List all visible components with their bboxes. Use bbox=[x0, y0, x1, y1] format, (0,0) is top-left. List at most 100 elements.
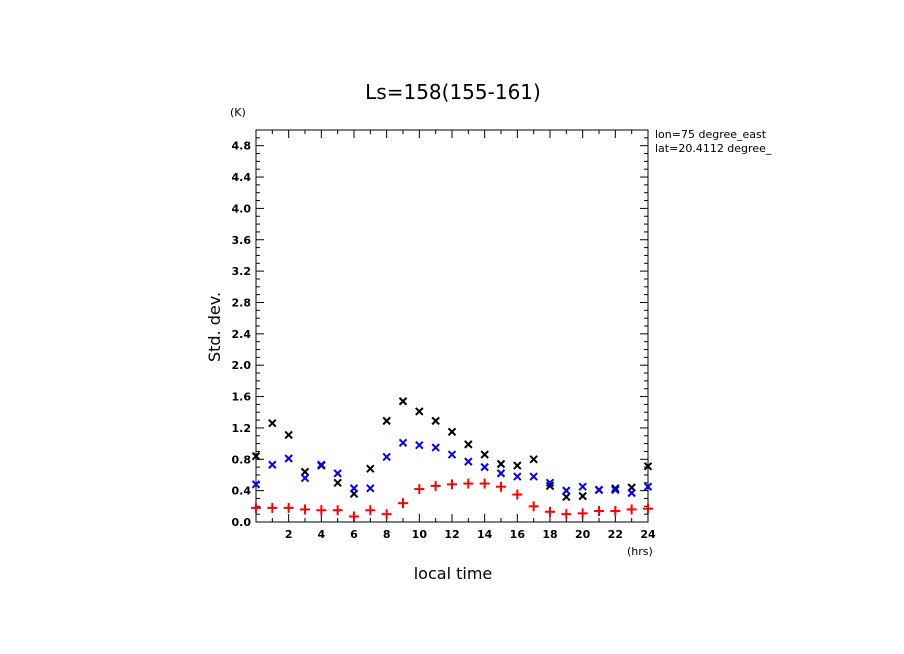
annotation-lon: lon=75 degree_east bbox=[655, 128, 767, 141]
x-tick-label: 16 bbox=[510, 528, 526, 541]
series-2-point bbox=[561, 509, 572, 520]
series-1-point bbox=[415, 440, 424, 450]
y-tick-label: 2.8 bbox=[232, 296, 252, 309]
y-tick-label: 4.0 bbox=[232, 202, 252, 215]
series-2-point bbox=[643, 503, 653, 514]
series-1-point bbox=[398, 438, 408, 448]
series-2-point bbox=[610, 506, 621, 517]
series-0-point bbox=[643, 462, 653, 471]
series-2-point bbox=[594, 506, 604, 517]
series-1-point bbox=[578, 482, 587, 491]
x-tick-label: 2 bbox=[285, 528, 293, 541]
series-1-point bbox=[611, 485, 620, 495]
series-0-point bbox=[268, 419, 277, 428]
plot-frame bbox=[255, 129, 649, 523]
series-0-point bbox=[529, 455, 538, 464]
series-2-point bbox=[283, 502, 294, 513]
x-tick-label: 10 bbox=[412, 528, 428, 541]
series-2-point bbox=[316, 505, 327, 516]
x-tick-label: 4 bbox=[318, 528, 326, 541]
series-2-point bbox=[300, 504, 310, 515]
y-tick-label: 0.0 bbox=[232, 516, 252, 529]
series-2-point bbox=[251, 502, 261, 513]
series-1-point bbox=[513, 472, 522, 481]
series-1-point bbox=[480, 462, 489, 472]
series-2-point bbox=[365, 505, 376, 516]
series-1-point bbox=[643, 482, 653, 491]
series-0-point bbox=[611, 484, 620, 493]
series-0-point bbox=[562, 492, 571, 502]
series-1-point bbox=[562, 486, 571, 495]
annotation-lat: lat=20.4112 degree_ bbox=[655, 142, 772, 155]
x-tick-label: 24 bbox=[640, 528, 656, 541]
series-2-point bbox=[349, 511, 359, 522]
series-2-point bbox=[528, 501, 539, 512]
y-tick-label: 1.2 bbox=[232, 422, 252, 435]
series-0-point bbox=[366, 464, 375, 473]
series-0-point bbox=[382, 416, 391, 426]
series-1-point bbox=[317, 460, 326, 469]
data-points bbox=[251, 397, 653, 522]
series-2-point bbox=[479, 478, 490, 489]
series-2-point bbox=[463, 478, 474, 489]
series-0-point bbox=[578, 491, 587, 501]
series-0-point bbox=[284, 430, 293, 440]
series-0-point bbox=[513, 461, 522, 470]
x-tick-label: 12 bbox=[444, 528, 459, 541]
y-tick-label: 0.8 bbox=[232, 453, 252, 466]
series-1-point bbox=[349, 484, 359, 493]
y-tick-label: 1.6 bbox=[232, 391, 252, 404]
series-0-point bbox=[415, 407, 424, 416]
series-2-point bbox=[332, 505, 343, 516]
series-1-point bbox=[594, 485, 604, 495]
chart-title: Ls=158(155-161) bbox=[365, 80, 541, 104]
series-0-point bbox=[464, 440, 473, 449]
series-1-point bbox=[496, 469, 506, 478]
series-0-point bbox=[545, 481, 555, 491]
y-tick-label: 4.8 bbox=[232, 140, 252, 153]
series-1-point bbox=[529, 472, 538, 481]
series-0-point bbox=[333, 478, 342, 488]
y-tick-label: 3.6 bbox=[232, 234, 252, 247]
x-tick-label: 20 bbox=[575, 528, 591, 541]
y-axis-label: Std. dev. bbox=[205, 292, 224, 362]
series-1-point bbox=[545, 478, 555, 488]
series-2-point bbox=[381, 509, 392, 520]
series-1-point bbox=[251, 480, 261, 489]
series-1-point bbox=[431, 443, 440, 452]
x-tick-label: 8 bbox=[383, 528, 391, 541]
series-2-point bbox=[512, 489, 523, 500]
series-1-point bbox=[284, 454, 293, 463]
y-tick-label: 2.4 bbox=[232, 328, 252, 341]
y-unit-label: (K) bbox=[230, 106, 246, 119]
series-1-point bbox=[447, 450, 457, 459]
series-1-point bbox=[300, 473, 310, 483]
y-tick-label: 3.2 bbox=[232, 265, 252, 278]
series-1-point bbox=[382, 452, 391, 462]
y-tick-label: 4.4 bbox=[232, 171, 252, 184]
series-2-point bbox=[267, 502, 278, 513]
series-0-point bbox=[251, 451, 261, 461]
series-1-point bbox=[366, 484, 375, 493]
x-tick-label: 14 bbox=[477, 528, 493, 541]
x-unit-label: (hrs) bbox=[627, 545, 653, 558]
series-2-point bbox=[496, 481, 506, 492]
series-2-point bbox=[430, 480, 441, 491]
series-1-point bbox=[268, 460, 277, 469]
series-1-point bbox=[464, 457, 473, 466]
series-2-point bbox=[398, 498, 408, 509]
series-1-point bbox=[333, 469, 342, 478]
series-0-point bbox=[447, 427, 457, 437]
series-0-point bbox=[398, 397, 408, 406]
x-tick-label: 18 bbox=[542, 528, 557, 541]
axis-ticks: 0.0 0.4 0.8 1.2 1.6 2.0 2.4 2.8 3.2 3.6 4.0 4.4 4.8 2… bbox=[232, 129, 656, 541]
series-2-point bbox=[447, 479, 457, 490]
x-axis-label: local time bbox=[414, 564, 493, 583]
y-tick-label: 0.4 bbox=[232, 485, 252, 498]
series-2-point bbox=[545, 506, 555, 517]
y-tick-label: 2.0 bbox=[232, 359, 252, 372]
series-0-point bbox=[480, 450, 489, 459]
series-0-point bbox=[431, 416, 440, 426]
series-0-point bbox=[300, 467, 310, 477]
